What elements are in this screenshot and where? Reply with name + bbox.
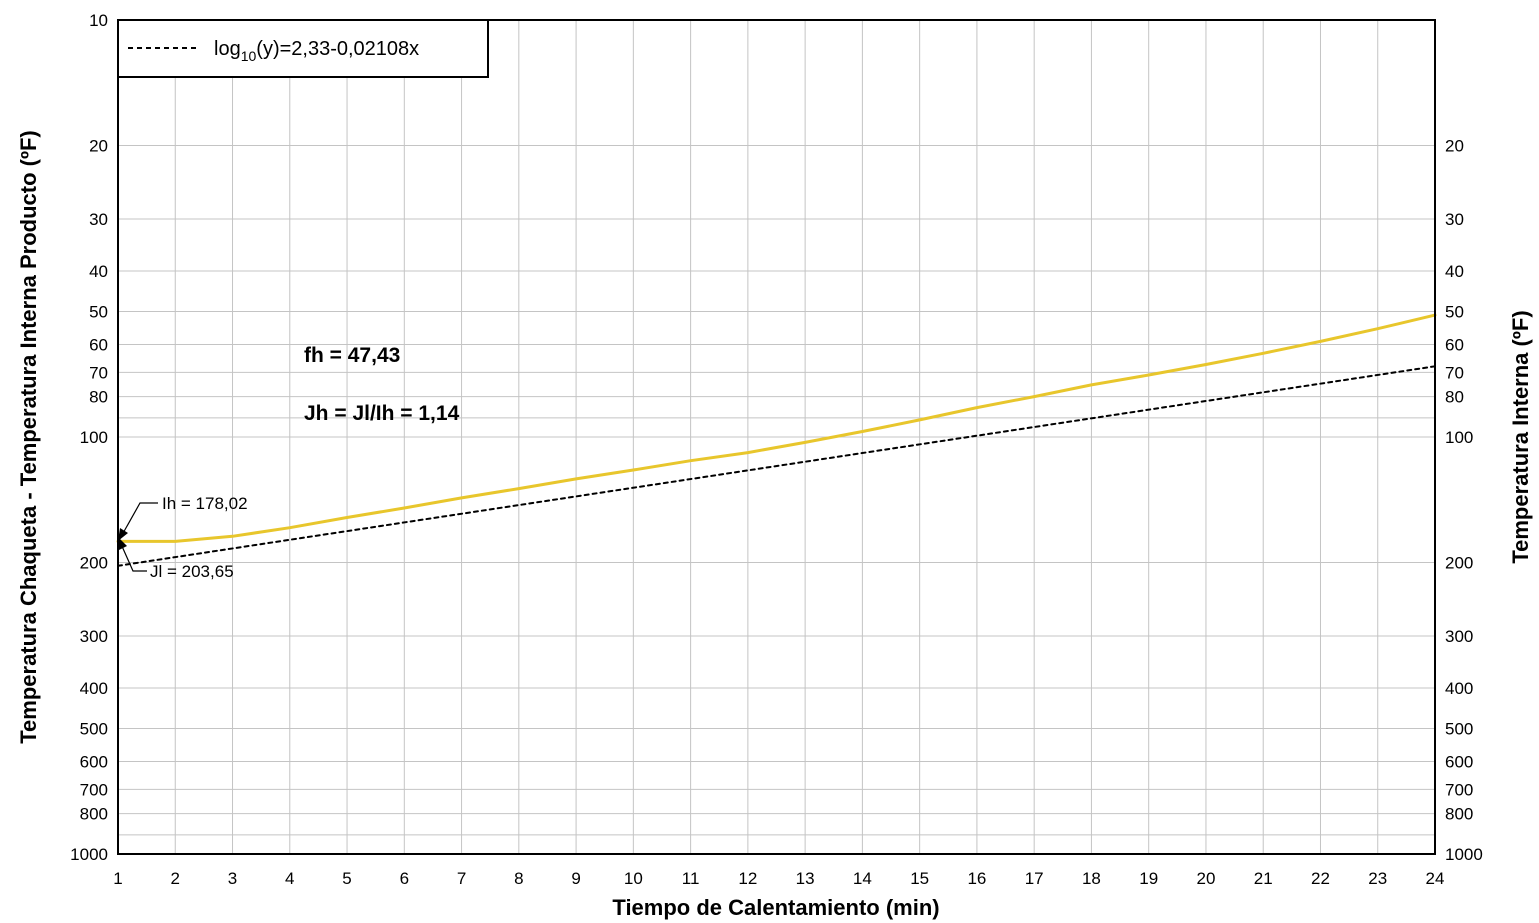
y-tick-label-right: 40: [1445, 262, 1464, 281]
ih-label: Ih = 178,02: [162, 494, 248, 513]
x-tick-label: 4: [285, 869, 294, 888]
legend-label: log10(y)=2,33-0,02108x: [214, 38, 419, 64]
y-tick-label-left: 400: [80, 679, 108, 698]
y-tick-label-left: 500: [80, 719, 108, 738]
y-tick-label-right: 400: [1445, 679, 1473, 698]
y-tick-label-left: 80: [89, 388, 108, 407]
x-tick-label: 21: [1254, 869, 1273, 888]
y-tick-label-left: 100: [80, 428, 108, 447]
y-tick-label-left: 70: [89, 363, 108, 382]
y-tick-label-right: 600: [1445, 752, 1473, 771]
jl-label: Jl = 203,65: [150, 562, 234, 581]
x-tick-label: 9: [571, 869, 580, 888]
series-line-regression: [117, 365, 1436, 567]
y-tick-label-left: 20: [89, 137, 108, 156]
y-tick-label-left: 800: [80, 805, 108, 824]
y-tick-label-left: 50: [89, 302, 108, 321]
ih-arrowhead: [118, 528, 128, 541]
y-tick-label-left: 1000: [70, 845, 108, 864]
tick-labels: 1 2 3 4 5 6 7 8 9 10 11 12 13 14 15 16 17 18 19 20 21 22 23 241…: [70, 11, 1483, 888]
x-tick-label: 23: [1368, 869, 1387, 888]
y-tick-label-right: 1000: [1445, 845, 1483, 864]
x-tick-label: 10: [624, 869, 643, 888]
annotation-ih: Ih = 178,02: [118, 494, 248, 541]
y-tick-label-right: 800: [1445, 805, 1473, 824]
x-tick-label: 18: [1082, 869, 1101, 888]
y-axis-title-left: Temperatura Chaqueta - Temperatura Inter…: [16, 130, 41, 744]
y-tick-label-right: 60: [1445, 335, 1464, 354]
x-tick-label: 5: [342, 869, 351, 888]
y-tick-label-left: 60: [89, 335, 108, 354]
gridlines: [118, 20, 1435, 854]
y-tick-label-right: 70: [1445, 363, 1464, 382]
x-tick-label: 20: [1196, 869, 1215, 888]
x-tick-label: 1: [113, 869, 122, 888]
y-tick-label-right: 700: [1445, 780, 1473, 799]
y-tick-label-right: 200: [1445, 554, 1473, 573]
annotation-jh: Jh = Jl/Ih = 1,14: [304, 402, 460, 425]
y-tick-label-right: 30: [1445, 210, 1464, 229]
x-tick-label: 13: [796, 869, 815, 888]
y-tick-label-left: 700: [80, 780, 108, 799]
y-tick-label-right: 300: [1445, 627, 1473, 646]
y-tick-label-right: 100: [1445, 428, 1473, 447]
x-tick-label: 22: [1311, 869, 1330, 888]
x-tick-label: 11: [682, 869, 700, 888]
annotation-jl: Jl = 203,65: [118, 537, 234, 581]
x-tick-label: 17: [1025, 869, 1044, 888]
y-tick-label-left: 600: [80, 752, 108, 771]
y-tick-label-right: 50: [1445, 302, 1464, 321]
series-line-temperature: [116, 313, 1437, 543]
y-tick-label-right: 80: [1445, 388, 1464, 407]
y-tick-label-left: 10: [89, 11, 108, 30]
x-tick-label: 16: [967, 869, 986, 888]
x-tick-label: 3: [228, 869, 237, 888]
x-axis-title: Tiempo de Calentamiento (min): [612, 895, 939, 920]
jl-arrowhead: [118, 537, 127, 550]
x-tick-label: 2: [171, 869, 180, 888]
x-tick-label: 12: [738, 869, 757, 888]
ih-leader-line: [121, 502, 158, 536]
y-tick-label-left: 30: [89, 210, 108, 229]
series-group: [116, 313, 1437, 567]
jl-leader-line: [120, 543, 147, 572]
y-tick-label-left: 40: [89, 262, 108, 281]
x-tick-label: 6: [400, 869, 409, 888]
x-tick-label: 8: [514, 869, 523, 888]
x-tick-label: 24: [1426, 869, 1445, 888]
y-tick-label-right: 20: [1445, 137, 1464, 156]
x-tick-label: 7: [457, 869, 466, 888]
legend-box: [117, 19, 489, 78]
legend-label-subscript: 10: [241, 48, 257, 64]
x-tick-label: 19: [1139, 869, 1158, 888]
x-tick-label: 14: [853, 869, 872, 888]
annotation-fh: fh = 47,43: [304, 344, 400, 367]
x-tick-label: 15: [910, 869, 929, 888]
plot-frame: [117, 19, 1436, 855]
legend: log10(y)=2,33-0,02108x: [117, 19, 489, 78]
y-tick-label-left: 300: [80, 627, 108, 646]
y-axis-title-right: Temperatura Interna (ºF): [1508, 310, 1533, 563]
y-tick-label-left: 200: [80, 554, 108, 573]
y-tick-label-right: 500: [1445, 719, 1473, 738]
